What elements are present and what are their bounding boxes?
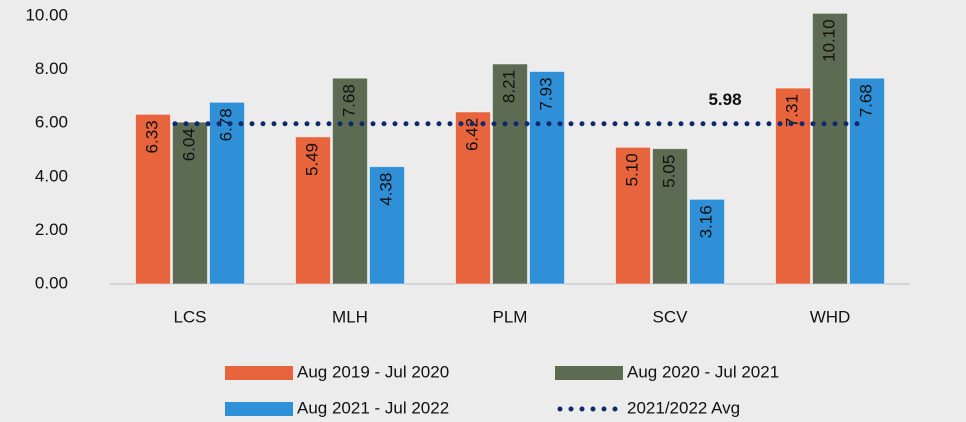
value-label: 8.21 <box>499 70 518 103</box>
value-label: 6.78 <box>216 108 235 141</box>
value-label: 3.16 <box>696 205 715 238</box>
legend-label: Aug 2020 - Jul 2021 <box>627 362 779 381</box>
value-label: 7.93 <box>536 77 555 110</box>
value-label: 10.10 <box>819 19 838 62</box>
y-tick-label: 4.00 <box>35 166 68 185</box>
value-label: 5.10 <box>622 153 641 186</box>
bar <box>849 77 885 285</box>
bar <box>812 12 848 285</box>
value-label: 7.68 <box>856 84 875 117</box>
y-tick-label: 2.00 <box>35 220 68 239</box>
bar <box>332 77 368 285</box>
bar <box>652 148 688 285</box>
value-label: 4.38 <box>376 173 395 206</box>
value-label: 5.49 <box>302 143 321 176</box>
bar <box>492 63 528 285</box>
bar <box>775 87 811 285</box>
x-tick-label: PLM <box>493 307 528 326</box>
value-label: 6.33 <box>142 120 161 153</box>
x-tick-label: LCS <box>173 307 206 326</box>
y-tick-label: 0.00 <box>35 273 68 292</box>
legend-label: Aug 2021 - Jul 2022 <box>297 398 449 417</box>
value-label: 7.31 <box>782 94 801 127</box>
x-tick-label: MLH <box>332 307 368 326</box>
bar <box>529 70 565 285</box>
bar <box>615 146 651 285</box>
y-tick-label: 10.00 <box>25 5 68 24</box>
average-label: 5.98 <box>708 90 741 109</box>
value-label: 6.42 <box>462 118 481 151</box>
x-tick-label: WHD <box>810 307 851 326</box>
value-label: 6.04 <box>179 128 198 161</box>
bar <box>455 111 491 285</box>
legend-label: Aug 2019 - Jul 2020 <box>297 362 449 381</box>
bar <box>135 113 171 285</box>
legend-swatch <box>555 366 623 380</box>
y-tick-label: 8.00 <box>35 59 68 78</box>
bar <box>689 198 725 285</box>
bar <box>295 136 331 285</box>
bar <box>369 166 405 285</box>
y-tick-label: 6.00 <box>35 113 68 132</box>
x-tick-label: SCV <box>653 307 689 326</box>
bar <box>172 121 208 285</box>
value-label: 5.05 <box>659 155 678 188</box>
legend-swatch <box>225 366 293 380</box>
legend-label: 2021/2022 Avg <box>627 398 740 417</box>
legend-swatch <box>225 402 293 416</box>
bar <box>209 101 245 285</box>
value-label: 7.68 <box>339 84 358 117</box>
